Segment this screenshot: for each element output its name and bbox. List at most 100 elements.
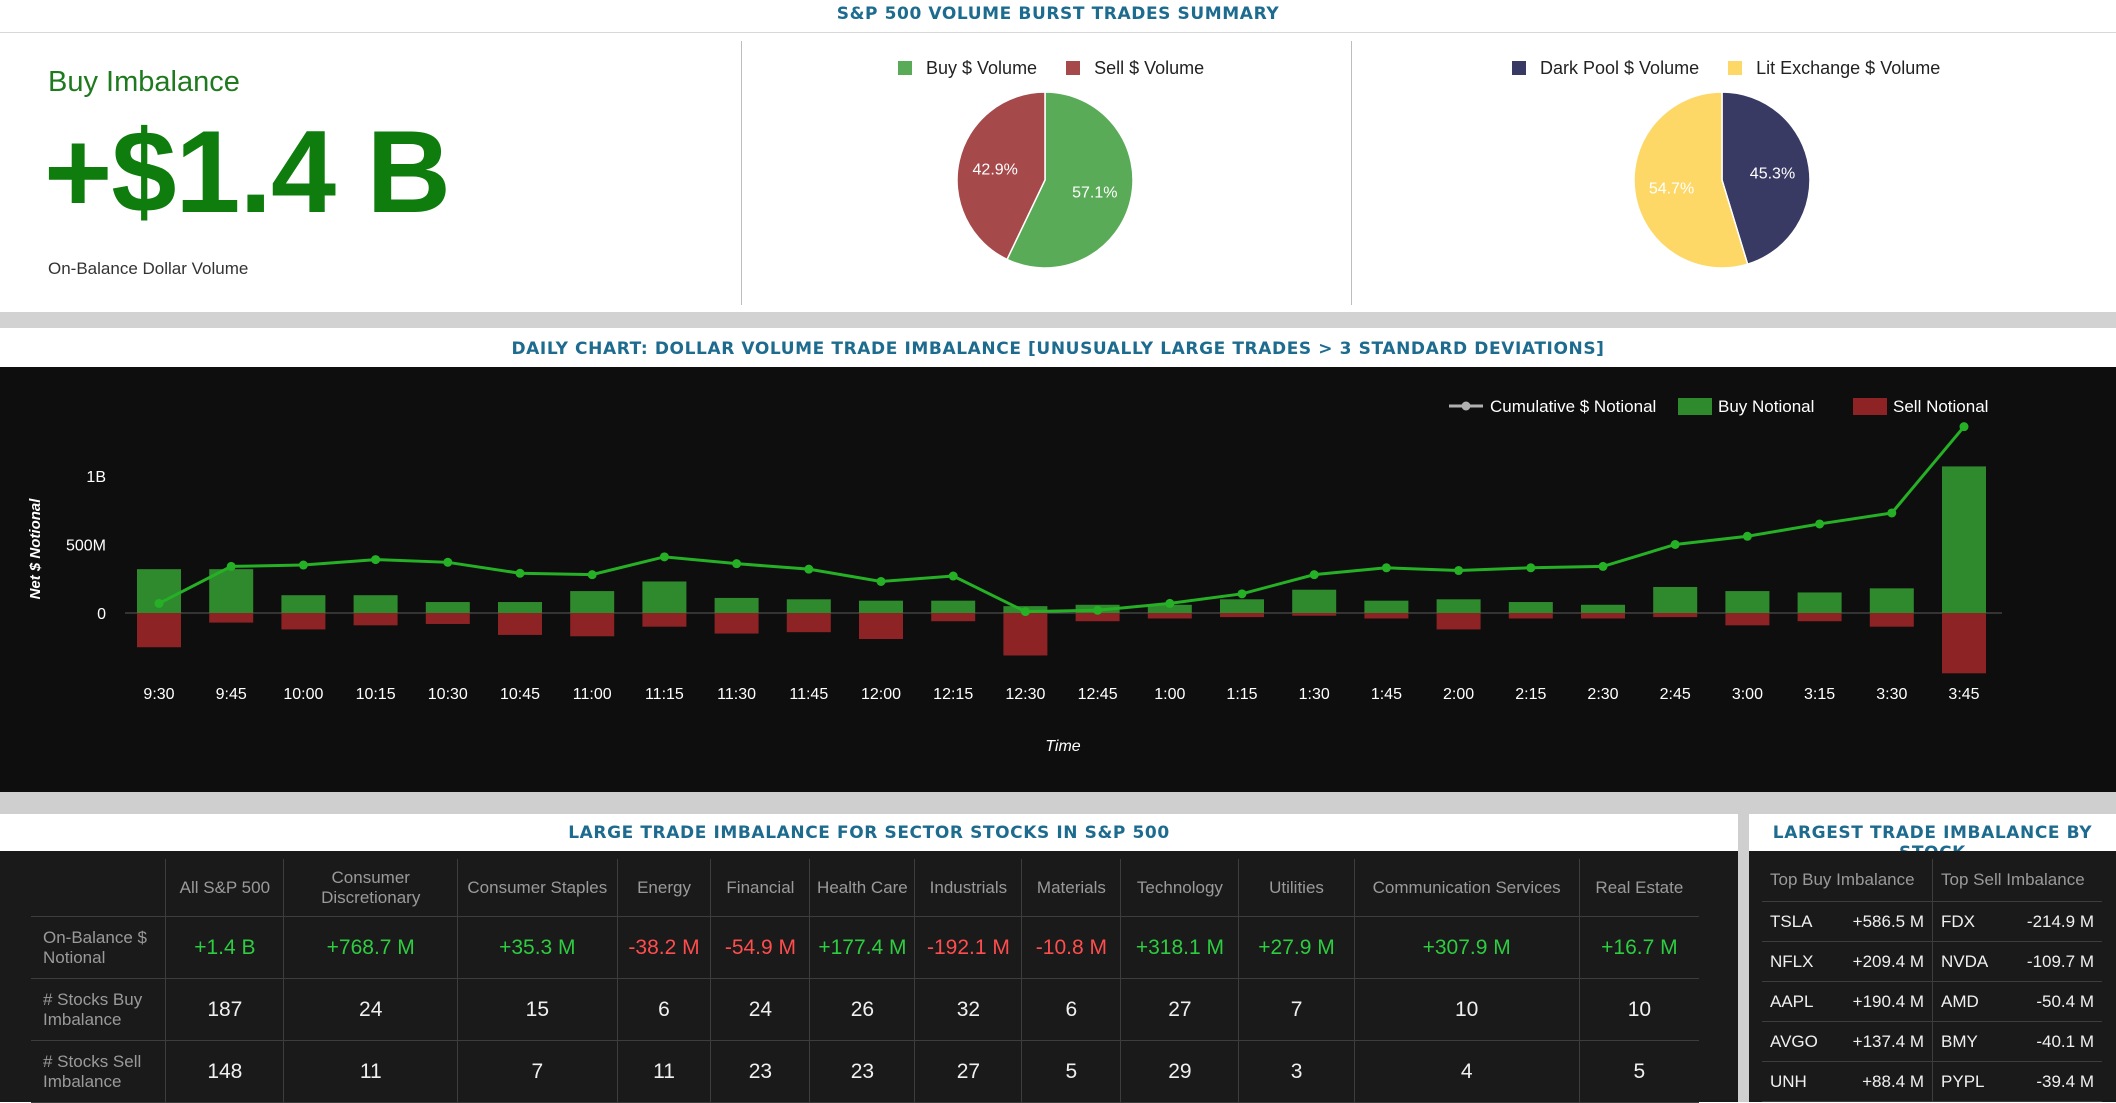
buy-bar[interactable] [353, 595, 398, 613]
buy-bar[interactable] [209, 569, 254, 613]
cumulative-point[interactable] [443, 557, 453, 567]
cumulative-point[interactable] [1093, 605, 1103, 615]
buy-bar[interactable] [859, 600, 903, 613]
buy-bar[interactable] [498, 602, 542, 613]
sell-bar[interactable] [1581, 613, 1625, 619]
sell-bar[interactable] [786, 613, 831, 633]
legend-item-sell-notional[interactable]: Sell Notional [1853, 397, 1988, 416]
sell-bar[interactable] [353, 613, 398, 626]
sell-bar[interactable] [714, 613, 759, 634]
buy-bar[interactable] [714, 597, 759, 613]
sell-bar[interactable] [1003, 613, 1048, 656]
sell-bar[interactable] [209, 613, 254, 623]
column-header: Technology [1120, 859, 1239, 917]
cumulative-point[interactable] [298, 560, 308, 570]
x-tick-label: 10:45 [500, 686, 540, 703]
x-tick-label: 2:00 [1443, 686, 1474, 703]
sell-bar[interactable] [570, 613, 615, 637]
legend-item-cumulative[interactable]: Cumulative $ Notional [1449, 397, 1656, 416]
legend-item-buy-volume[interactable]: Buy $ Volume [898, 58, 1037, 78]
cumulative-point[interactable] [1742, 531, 1752, 541]
cumulative-point[interactable] [659, 552, 669, 562]
buy-bar[interactable] [1292, 589, 1337, 613]
pie-dark-lit-slice-0[interactable] [1721, 91, 1811, 266]
sell-bar[interactable] [1436, 613, 1481, 630]
pie-buy-sell-slice-1[interactable] [956, 91, 1046, 261]
cumulative-point[interactable] [1381, 563, 1391, 573]
sell-bar[interactable] [1869, 613, 1914, 627]
sell-bar[interactable] [137, 613, 181, 648]
buy-bar[interactable] [1436, 599, 1481, 613]
sell-bar[interactable] [281, 613, 326, 630]
buy-bar[interactable] [1653, 586, 1698, 613]
legend-label: Lit Exchange $ Volume [1756, 58, 1941, 78]
sell-bar[interactable] [1220, 613, 1264, 618]
cumulative-point[interactable] [587, 570, 597, 580]
pie-buy-sell-slice-0[interactable] [1006, 91, 1134, 269]
buy-bar[interactable] [1797, 592, 1842, 613]
table-cell: 4 [1353, 1040, 1580, 1103]
buy-bar[interactable] [1942, 466, 1986, 613]
legend-label: Sell $ Volume [1094, 58, 1205, 78]
cumulative-point[interactable] [1598, 561, 1608, 571]
sell-bar[interactable] [1364, 613, 1409, 619]
buy-bar[interactable] [1220, 599, 1264, 613]
buy-bar[interactable] [1508, 602, 1553, 613]
cumulative-point[interactable] [1959, 422, 1969, 432]
buy-bar[interactable] [281, 595, 326, 613]
sell-bar[interactable] [1653, 613, 1698, 618]
cumulative-point[interactable] [1887, 508, 1897, 518]
sell-bar[interactable] [1508, 613, 1553, 619]
cumulative-point[interactable] [948, 571, 958, 581]
buy-bar[interactable] [931, 600, 976, 613]
buy-bar[interactable] [786, 599, 831, 613]
cumulative-point[interactable] [1454, 566, 1464, 576]
pie-buy-sell-legend: Buy $ Volume Sell $ Volume [898, 58, 1228, 79]
sell-bar[interactable] [425, 613, 470, 624]
cumulative-point[interactable] [371, 555, 381, 565]
sell-bar[interactable] [931, 613, 976, 622]
sell-bar[interactable] [642, 613, 687, 627]
cumulative-point[interactable] [1309, 570, 1319, 580]
x-axis-label: Time [1045, 738, 1081, 755]
cumulative-point[interactable] [226, 561, 236, 571]
cumulative-point[interactable] [1670, 540, 1680, 549]
sell-bar[interactable] [1292, 613, 1337, 616]
cumulative-point[interactable] [1020, 607, 1030, 617]
pie-dark-lit-slice-1[interactable] [1633, 91, 1749, 269]
sell-bar[interactable] [859, 613, 903, 640]
cumulative-point[interactable] [515, 568, 525, 578]
cumulative-point[interactable] [1815, 519, 1825, 529]
legend-item-lit-exchange[interactable]: Lit Exchange $ Volume [1728, 58, 1940, 78]
cumulative-point[interactable] [154, 598, 164, 608]
buy-bar[interactable] [642, 581, 687, 613]
table-cell: 5 [1021, 1040, 1121, 1103]
table-row: # Stocks Sell Imbalance 148 11 7 11 23 23 27 5 29… [31, 1040, 1699, 1103]
cumulative-point[interactable] [804, 564, 814, 574]
sell-bar[interactable] [1797, 613, 1842, 622]
legend-item-buy-notional[interactable]: Buy Notional [1678, 397, 1814, 416]
buy-bar[interactable] [1147, 604, 1192, 613]
legend-item-dark-pool[interactable]: Dark Pool $ Volume [1512, 58, 1699, 78]
cumulative-point[interactable] [1165, 598, 1175, 608]
legend-item-sell-volume[interactable]: Sell $ Volume [1066, 58, 1204, 78]
y-tick-label: 0 [97, 606, 106, 623]
cumulative-point[interactable] [1237, 589, 1247, 599]
sell-bar[interactable] [498, 613, 542, 635]
cumulative-point[interactable] [1526, 563, 1536, 573]
sell-bar[interactable] [1147, 613, 1192, 619]
buy-bar[interactable] [570, 591, 615, 613]
column-header: All S&P 500 [165, 859, 284, 917]
buy-bar[interactable] [1581, 604, 1625, 613]
buy-bar[interactable] [1869, 588, 1914, 613]
buy-bar[interactable] [425, 602, 470, 613]
sell-bar[interactable] [1075, 613, 1120, 622]
sell-bar[interactable] [1725, 613, 1770, 626]
cumulative-point[interactable] [732, 559, 742, 569]
cumulative-line[interactable] [158, 425, 1966, 614]
buy-bar[interactable] [1725, 591, 1770, 613]
sell-bar[interactable] [1942, 613, 1986, 674]
daily-chart-title: DAILY CHART: DOLLAR VOLUME TRADE IMBALAN… [511, 339, 1605, 359]
cumulative-point[interactable] [876, 576, 886, 586]
buy-bar[interactable] [1364, 600, 1409, 613]
